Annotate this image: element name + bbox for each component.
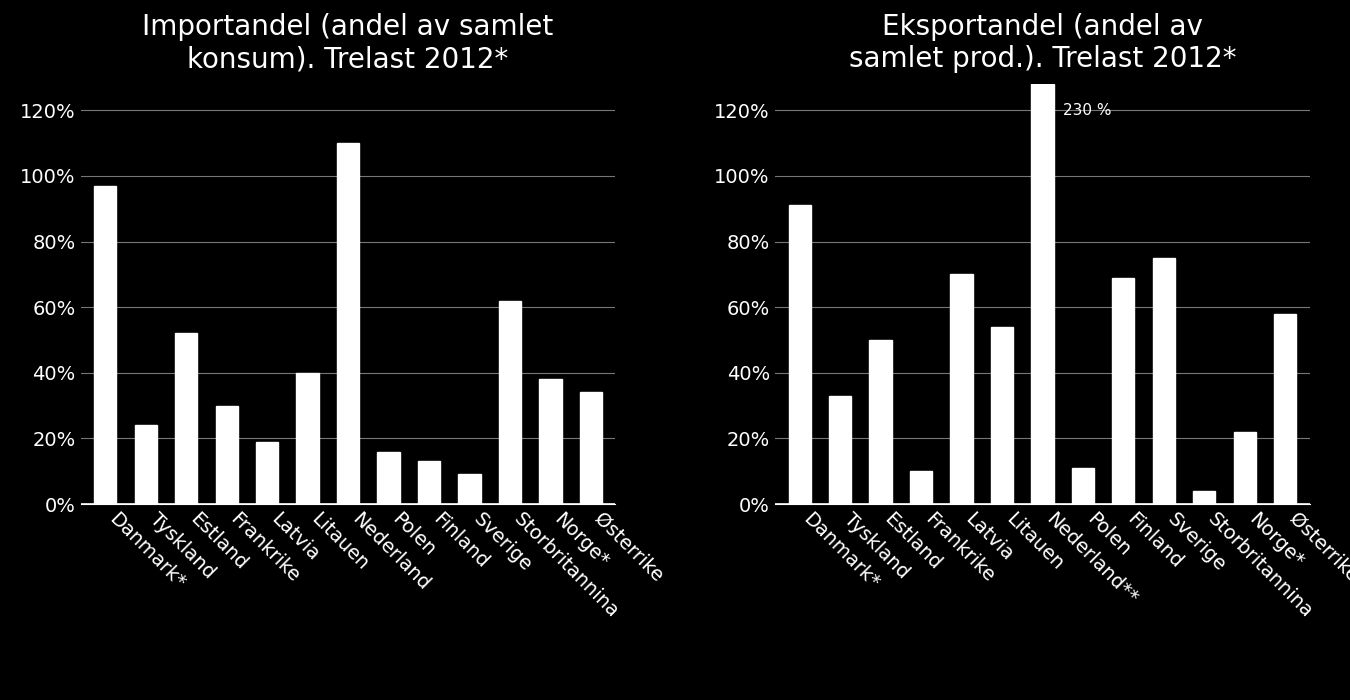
Bar: [338, 143, 359, 504]
Bar: [135, 425, 157, 504]
Bar: [216, 405, 238, 504]
Bar: [1153, 258, 1174, 504]
Bar: [1031, 84, 1053, 504]
Bar: [1274, 314, 1296, 504]
Title: Eksportandel (andel av
samlet prod.). Trelast 2012*: Eksportandel (andel av samlet prod.). Tr…: [849, 13, 1237, 74]
Bar: [418, 461, 440, 504]
Title: Importandel (andel av samlet
konsum). Trelast 2012*: Importandel (andel av samlet konsum). Tr…: [143, 13, 554, 74]
Bar: [539, 379, 562, 504]
Bar: [95, 186, 116, 504]
Bar: [788, 205, 811, 504]
Bar: [256, 442, 278, 504]
Bar: [950, 274, 972, 504]
Bar: [1112, 278, 1134, 504]
Bar: [829, 395, 852, 504]
Bar: [1072, 468, 1094, 504]
Bar: [378, 452, 400, 504]
Bar: [1193, 491, 1215, 504]
Bar: [459, 475, 481, 504]
Bar: [498, 300, 521, 504]
Bar: [176, 333, 197, 504]
Bar: [297, 372, 319, 504]
Bar: [1234, 432, 1256, 504]
Bar: [869, 340, 892, 504]
Bar: [579, 393, 602, 504]
Bar: [991, 327, 1012, 504]
Bar: [910, 471, 932, 504]
Text: 230 %: 230 %: [1062, 103, 1111, 118]
